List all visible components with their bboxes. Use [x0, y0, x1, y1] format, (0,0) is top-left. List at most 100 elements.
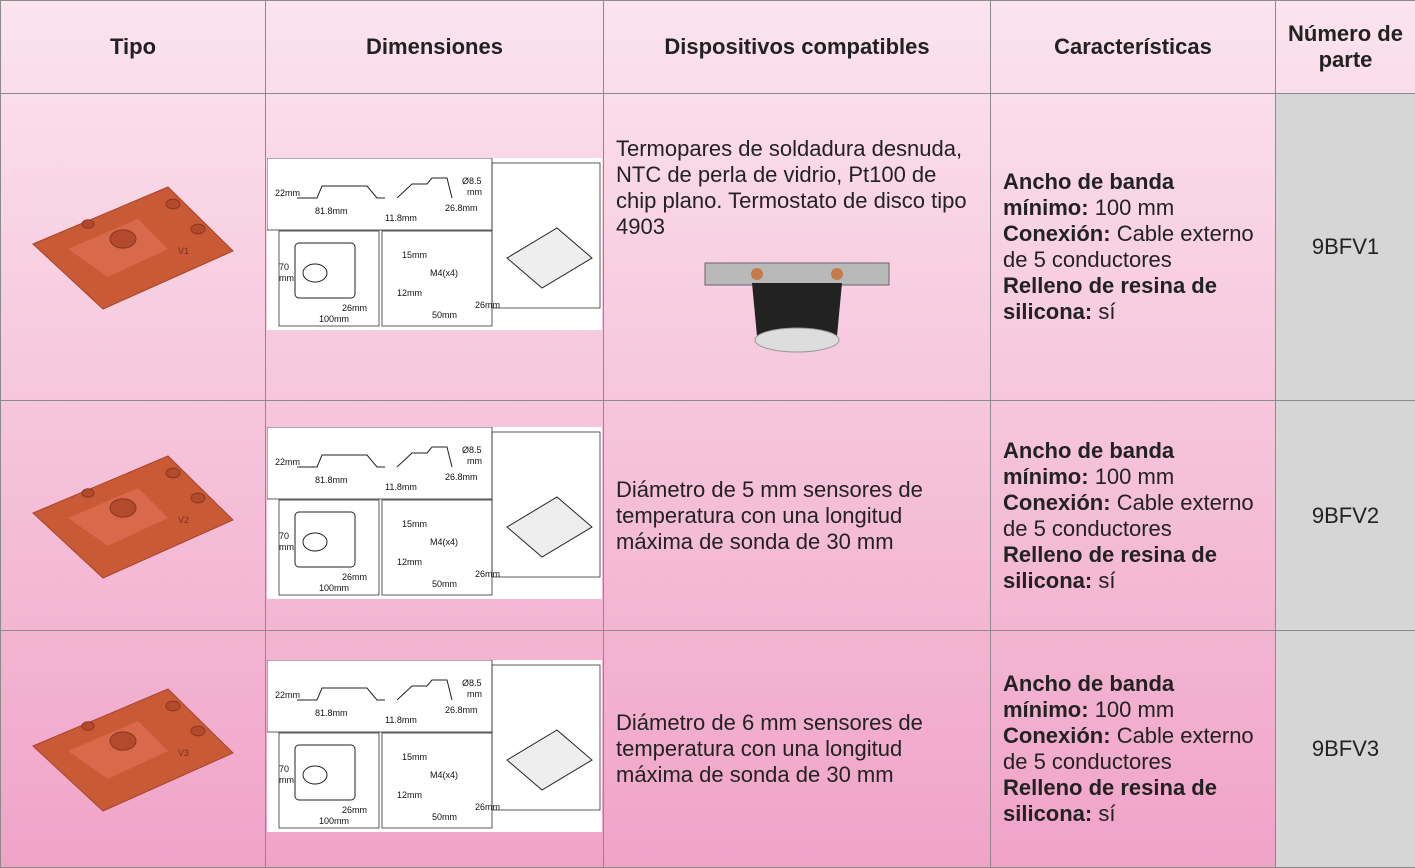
profile-line — [297, 455, 385, 467]
dimension-label: 70 — [279, 764, 289, 774]
characteristic-value: sí — [1098, 801, 1115, 826]
column-header: Dispositivos compatibles — [604, 1, 991, 94]
plate-boss — [110, 230, 136, 248]
drawing-frame — [267, 660, 492, 732]
dimension-label: 26mm — [475, 569, 500, 579]
dimension-label: 11.8mm — [385, 213, 417, 223]
dimension-label: 22mm — [275, 457, 300, 467]
drawing-frame — [267, 158, 492, 230]
plate-image: V3 — [28, 671, 238, 821]
profile-line — [297, 688, 385, 700]
column-header: Dimensiones — [266, 1, 604, 94]
dimension-label: 26mm — [342, 805, 367, 815]
iso-view — [507, 730, 592, 790]
dimension-drawing: 22mm81.8mmØ8.5mm26.8mm11.8mm70mm26mm100m… — [267, 158, 602, 330]
devices-cell: Termopares de soldadura desnuda, NTC de … — [604, 94, 991, 401]
characteristic: Conexión: Cable externo de 5 conductores — [1003, 490, 1263, 542]
dimension-label: 26.8mm — [445, 705, 478, 715]
dimension-label: 26mm — [475, 802, 500, 812]
dimension-label: 50mm — [432, 579, 457, 589]
dimension-label: 81.8mm — [315, 708, 348, 718]
top-view — [295, 243, 355, 298]
dimension-label: M4(x4) — [430, 537, 458, 547]
dimension-label: 12mm — [397, 288, 422, 298]
dimension-label: 22mm — [275, 188, 300, 198]
dimension-label: 26mm — [475, 300, 500, 310]
dimension-label: 100mm — [319, 583, 349, 593]
characteristic: Ancho de banda mínimo: 100 mm — [1003, 671, 1263, 723]
column-header: Tipo — [1, 1, 266, 94]
dimension-label: mm — [279, 273, 294, 283]
iso-view — [507, 228, 592, 288]
dimension-label: mm — [467, 689, 482, 699]
part-number: 9BFV3 — [1312, 736, 1379, 761]
plate-image: V1 — [28, 169, 238, 319]
plate-boss — [82, 220, 94, 228]
dimension-label: 26mm — [342, 303, 367, 313]
characteristic-value: 100 mm — [1095, 464, 1174, 489]
characteristic-label: Conexión: — [1003, 221, 1111, 246]
characteristic-value: sí — [1098, 299, 1115, 324]
dimension-label: Ø8.5 — [462, 678, 482, 688]
plate-boss — [191, 726, 205, 736]
dimension-label: 70 — [279, 531, 289, 541]
plate-boss — [191, 493, 205, 503]
dimension-label: 26.8mm — [445, 472, 478, 482]
type-cell: V2 — [1, 401, 266, 631]
dimension-label: M4(x4) — [430, 770, 458, 780]
plate-boss — [110, 498, 136, 516]
column-header: Número de parte — [1276, 1, 1415, 94]
dimension-label: 12mm — [397, 790, 422, 800]
dimension-label: Ø8.5 — [462, 445, 482, 455]
characteristic-value: 100 mm — [1095, 697, 1174, 722]
dimension-label: 15mm — [402, 519, 427, 529]
thermostat-image — [697, 248, 897, 358]
characteristic-value: 100 mm — [1095, 195, 1174, 220]
part-number: 9BFV1 — [1312, 234, 1379, 259]
dimension-label: 15mm — [402, 752, 427, 762]
top-view-hole — [303, 766, 327, 784]
profile-line — [297, 186, 385, 198]
plate-label: V2 — [178, 515, 189, 525]
part-cell: 9BFV3 — [1276, 631, 1415, 868]
characteristic: Ancho de banda mínimo: 100 mm — [1003, 438, 1263, 490]
devices-cell: Diámetro de 6 mm sensores de temperatura… — [604, 631, 991, 868]
dimension-label: 26mm — [342, 572, 367, 582]
characteristic: Conexión: Cable externo de 5 conductores — [1003, 221, 1263, 273]
thermostat-base — [755, 328, 839, 352]
top-view — [295, 745, 355, 800]
dimension-label: 11.8mm — [385, 715, 417, 725]
characteristic: Ancho de banda mínimo: 100 mm — [1003, 169, 1263, 221]
profile-line — [397, 178, 452, 198]
dimension-label: 50mm — [432, 812, 457, 822]
devices-text: Diámetro de 5 mm sensores de temperatura… — [616, 477, 978, 555]
drawing-frame — [267, 427, 492, 499]
dimension-label: 12mm — [397, 557, 422, 567]
part-cell: 9BFV1 — [1276, 94, 1415, 401]
part-cell: 9BFV2 — [1276, 401, 1415, 631]
dimension-label: 15mm — [402, 250, 427, 260]
dimension-label: 50mm — [432, 310, 457, 320]
plate-boss — [82, 488, 94, 496]
thermostat-tab — [705, 263, 889, 285]
characteristic: Conexión: Cable externo de 5 conductores — [1003, 723, 1263, 775]
characteristic: Relleno de resina de silicona: sí — [1003, 273, 1263, 325]
plate-boss — [110, 732, 136, 750]
thermostat-rivet — [831, 268, 843, 280]
plate-boss — [166, 199, 180, 209]
plate-label: V3 — [178, 748, 189, 758]
type-cell: V3 — [1, 631, 266, 868]
characteristic-label: Conexión: — [1003, 490, 1111, 515]
iso-view — [507, 497, 592, 557]
part-number: 9BFV2 — [1312, 503, 1379, 528]
dimension-drawing: 22mm81.8mmØ8.5mm26.8mm11.8mm70mm26mm100m… — [267, 427, 602, 599]
column-header: Características — [991, 1, 1276, 94]
